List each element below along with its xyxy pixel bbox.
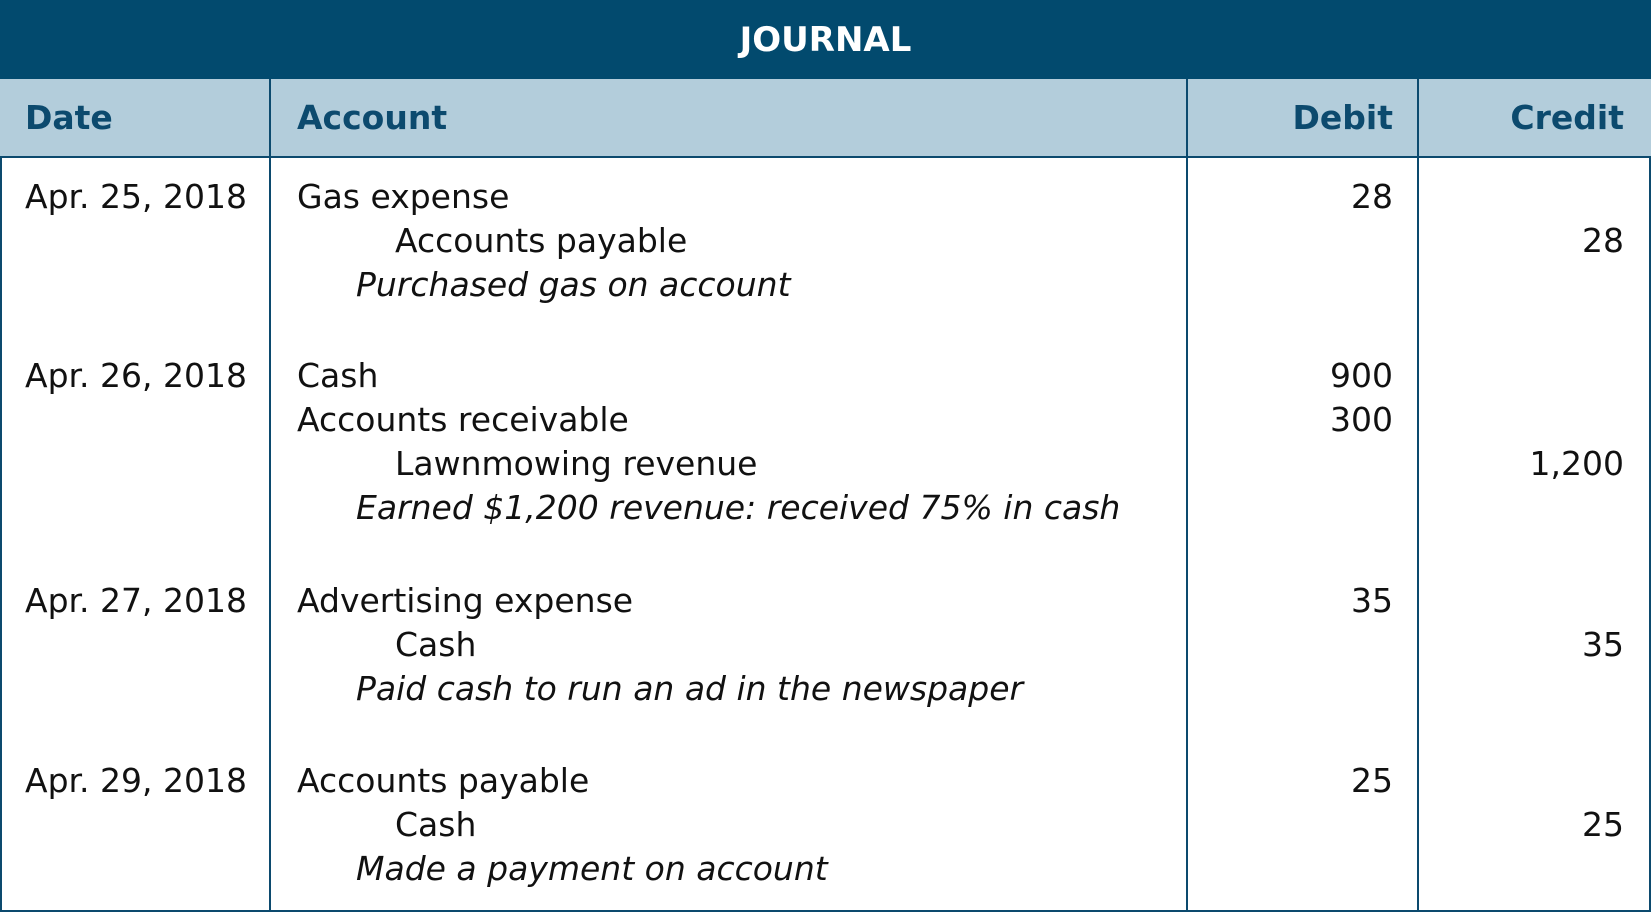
entry-date: Apr. 25, 2018 bbox=[25, 177, 247, 216]
debit-account: Advertising expense bbox=[297, 581, 634, 620]
credit-account: Cash bbox=[395, 625, 477, 664]
debit-account: Gas expense bbox=[297, 177, 510, 216]
credit-amount: 35 bbox=[1582, 625, 1624, 664]
entry-date: Apr. 29, 2018 bbox=[25, 761, 247, 800]
column-divider bbox=[269, 79, 271, 912]
entry-date: Apr. 27, 2018 bbox=[25, 581, 247, 620]
debit-account: Accounts payable bbox=[297, 761, 590, 800]
column-header-date: Date bbox=[25, 98, 113, 137]
entry-memo: Paid cash to run an ad in the newspaper bbox=[356, 669, 1024, 708]
credit-account: Accounts payable bbox=[395, 221, 688, 260]
column-divider bbox=[1186, 79, 1188, 912]
credit-account: Cash bbox=[395, 805, 477, 844]
debit-account: Cash bbox=[297, 356, 379, 395]
journal-title: JOURNAL bbox=[0, 0, 1651, 79]
column-header-debit: Debit bbox=[1292, 98, 1393, 137]
debit-account: Accounts receivable bbox=[297, 400, 629, 439]
entry-memo: Earned $1,200 revenue: received 75% in c… bbox=[356, 488, 1121, 527]
debit-amount: 28 bbox=[1351, 177, 1393, 216]
column-divider bbox=[1417, 79, 1419, 912]
debit-amount: 25 bbox=[1351, 761, 1393, 800]
debit-amount: 300 bbox=[1330, 400, 1393, 439]
entry-memo: Purchased gas on account bbox=[356, 265, 791, 304]
entry-memo: Made a payment on account bbox=[356, 849, 828, 888]
credit-account: Lawnmowing revenue bbox=[395, 444, 758, 483]
debit-amount: 900 bbox=[1330, 356, 1393, 395]
column-header-credit: Credit bbox=[1510, 98, 1624, 137]
credit-amount: 25 bbox=[1582, 805, 1624, 844]
credit-amount: 1,200 bbox=[1529, 444, 1624, 483]
column-header-row bbox=[0, 79, 1651, 158]
debit-amount: 35 bbox=[1351, 581, 1393, 620]
column-header-account: Account bbox=[297, 98, 448, 137]
entry-date: Apr. 26, 2018 bbox=[25, 356, 247, 395]
credit-amount: 28 bbox=[1582, 221, 1624, 260]
